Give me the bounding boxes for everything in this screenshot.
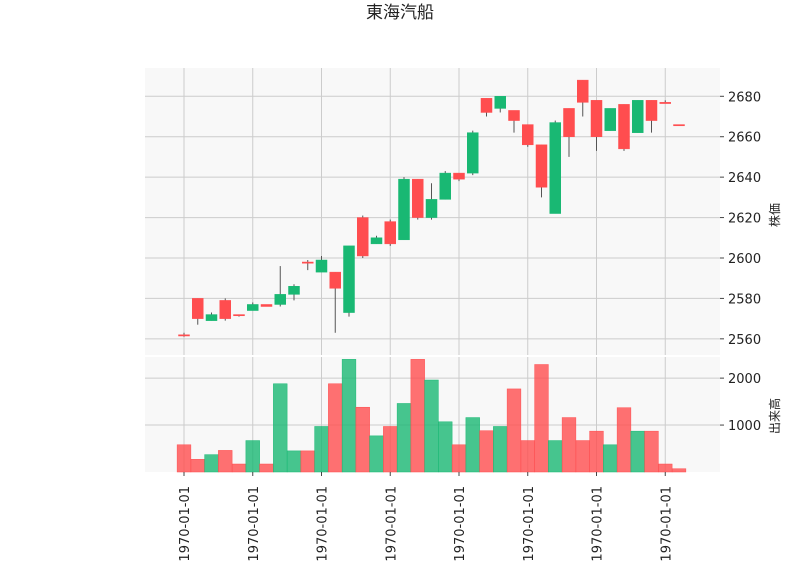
- x-tick-label: 1970-01-01: [247, 486, 262, 562]
- price-tick-label: 2560: [728, 333, 761, 348]
- volume-bar: [658, 463, 673, 473]
- candle-body: [563, 108, 575, 137]
- volume-bar: [451, 444, 467, 473]
- price-tick-label: 2600: [728, 252, 761, 267]
- volume-bar: [300, 450, 315, 473]
- candle-body: [645, 100, 658, 121]
- x-tick-label: 1970-01-01: [659, 486, 674, 562]
- volume-bar: [410, 359, 425, 473]
- volume-bar: [190, 459, 205, 473]
- volume-bar: [561, 417, 577, 473]
- candle-body: [315, 259, 328, 273]
- candle-body: [508, 110, 520, 121]
- volume-tick-label: 1000: [728, 419, 761, 434]
- candle-body: [659, 102, 671, 104]
- volume-bar: [218, 450, 233, 473]
- volume-bar: [273, 383, 288, 473]
- candle-body: [357, 217, 369, 257]
- volume-bar: [630, 430, 645, 473]
- price-tick-label: 2680: [728, 90, 761, 105]
- candle-body: [233, 314, 245, 317]
- candle-body: [590, 100, 603, 137]
- candle-body: [480, 98, 493, 113]
- candle-body: [178, 334, 190, 337]
- volume-bar: [396, 403, 412, 473]
- volume-bar: [245, 440, 260, 473]
- price-panel: 2560 2580 2600 2620 2640 2660 2680: [145, 68, 761, 355]
- volume-tick-label: 2000: [728, 372, 761, 387]
- price-tick-label: 2620: [728, 212, 761, 227]
- candle-body: [412, 178, 424, 218]
- x-axis: 1970-01-01 1970-01-01 1970-01-01 1970-01-01…: [178, 472, 674, 562]
- candle-body: [604, 108, 616, 131]
- candle-body: [205, 314, 218, 321]
- candle-body: [274, 294, 286, 305]
- price-axis-label: 株価: [767, 203, 782, 227]
- x-tick-label: 1970-01-01: [453, 486, 468, 562]
- volume-bar: [341, 359, 357, 473]
- x-tick-label: 1970-01-01: [316, 486, 331, 562]
- volume-bar: [548, 440, 563, 473]
- volume-bar: [671, 468, 687, 473]
- volume-bar: [424, 379, 439, 473]
- candle-body: [618, 104, 630, 150]
- candle-body: [302, 261, 314, 264]
- chart-title: 東海汽船: [366, 3, 434, 23]
- volume-bar: [575, 440, 590, 473]
- candle-body: [384, 221, 396, 245]
- candle-body: [343, 245, 355, 313]
- candle-body: [577, 79, 589, 103]
- x-tick-label: 1970-01-01: [384, 486, 399, 562]
- volume-bar: [438, 421, 453, 473]
- candle-body: [673, 124, 685, 127]
- candle-body: [329, 271, 341, 289]
- volume-bar: [603, 444, 618, 473]
- candle-body: [288, 286, 300, 295]
- x-tick-label: 1970-01-01: [178, 486, 193, 562]
- volume-bar: [176, 444, 192, 473]
- candle-body: [632, 100, 644, 133]
- candle-body: [494, 96, 506, 109]
- volume-bar: [369, 435, 384, 473]
- candle-body: [467, 132, 479, 174]
- candle-body: [425, 199, 438, 218]
- volume-bar: [204, 454, 219, 473]
- volume-bar: [355, 406, 370, 473]
- candle-body: [370, 237, 383, 245]
- candle-body: [535, 144, 548, 188]
- volume-bar: [314, 426, 329, 473]
- candle-body: [260, 304, 273, 307]
- volume-bar: [259, 463, 274, 473]
- candle-body: [439, 172, 451, 200]
- volume-bar: [383, 426, 398, 473]
- x-tick-label: 1970-01-01: [591, 486, 606, 562]
- candle-body: [522, 124, 534, 146]
- volume-bar: [520, 440, 535, 473]
- price-tick-label: 2640: [728, 171, 761, 186]
- volume-bar: [589, 430, 604, 473]
- volume-bar: [465, 417, 480, 473]
- volume-axis-label: 出来高: [767, 398, 782, 434]
- volume-bar: [644, 430, 659, 473]
- volume-bar: [506, 388, 522, 473]
- candle-body: [453, 172, 465, 180]
- volume-bar: [534, 364, 549, 473]
- candle-body: [219, 300, 231, 319]
- volume-bar: [328, 383, 343, 473]
- volume-bar: [493, 426, 508, 473]
- candle-body: [398, 178, 410, 241]
- volume-bar: [231, 463, 247, 473]
- volume-bar: [616, 407, 632, 473]
- volume-bar: [286, 450, 302, 473]
- x-tick-label: 1970-01-01: [522, 486, 537, 562]
- candle-body: [247, 304, 259, 311]
- candle-body: [192, 298, 204, 319]
- price-tick-label: 2660: [728, 131, 761, 146]
- volume-bar: [479, 430, 494, 473]
- price-tick-label: 2580: [728, 292, 761, 307]
- candle-body: [549, 122, 561, 214]
- volume-panel: 1000 2000: [145, 357, 761, 473]
